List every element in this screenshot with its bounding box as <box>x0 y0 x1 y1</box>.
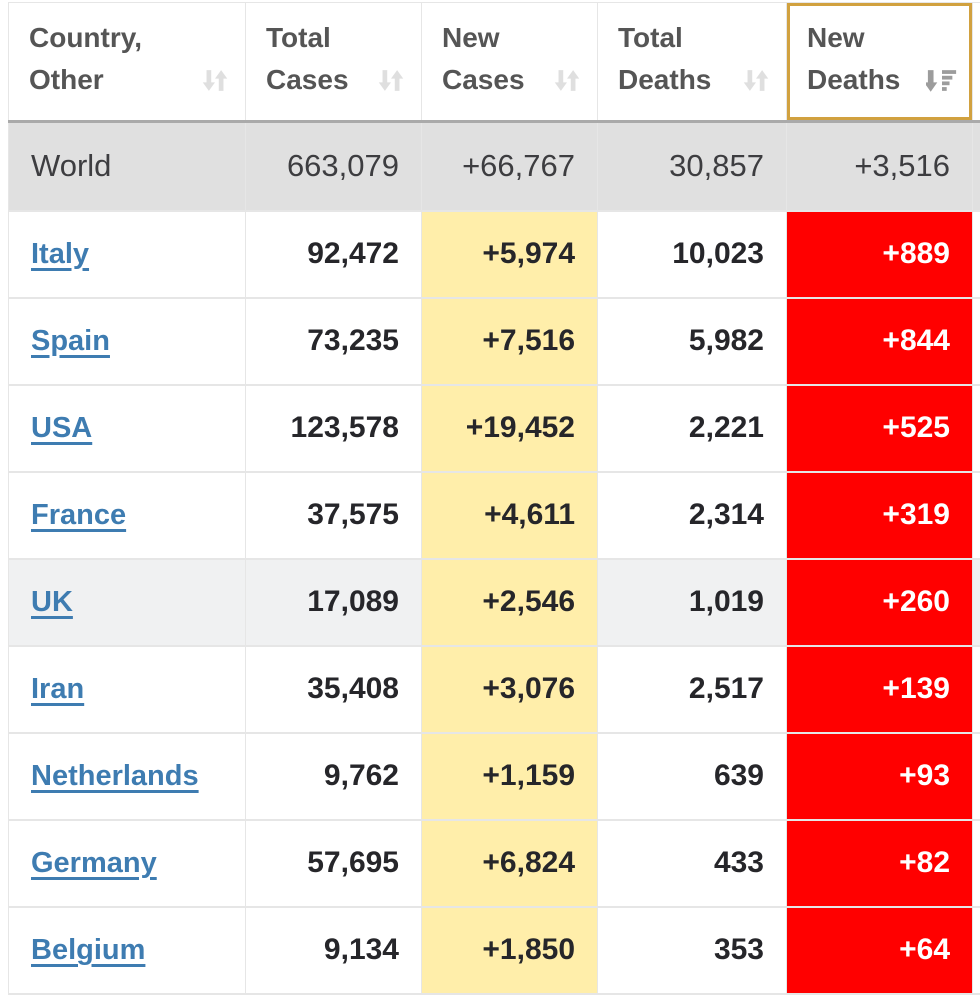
column-header-label: Total <box>266 17 407 59</box>
new-cases-cell: +3,076 <box>422 646 598 733</box>
total-deaths-cell: 30,857 <box>598 122 787 211</box>
total-deaths-cell: 5,982 <box>598 298 787 385</box>
clipped-cell <box>973 646 980 733</box>
total-deaths-cell: 2,517 <box>598 646 787 733</box>
table-row: Spain 73,235 +7,516 5,982 +844 <box>9 298 980 385</box>
sort-desc-icon <box>926 68 958 93</box>
clipped-cell <box>973 385 980 472</box>
new-cases-cell: +4,611 <box>422 472 598 559</box>
column-header-label: New <box>807 17 958 59</box>
new-deaths-cell: +889 <box>787 211 973 298</box>
table-row: Italy 92,472 +5,974 10,023 +889 <box>9 211 980 298</box>
new-deaths-cell: +3,516 <box>787 122 973 211</box>
new-cases-cell: +1,850 <box>422 907 598 994</box>
new-deaths-cell: +139 <box>787 646 973 733</box>
country-link[interactable]: Netherlands <box>31 760 199 792</box>
total-cases-cell: 663,079 <box>246 122 422 211</box>
column-header-clipped <box>973 3 980 122</box>
new-cases-cell: +2,546 <box>422 559 598 646</box>
table-row: Belgium 9,134 +1,850 353 +64 <box>9 907 980 994</box>
column-header-country[interactable]: Country, Other <box>9 3 246 122</box>
new-deaths-cell: +260 <box>787 559 973 646</box>
new-deaths-cell: +82 <box>787 820 973 907</box>
country-link[interactable]: UK <box>31 586 73 618</box>
total-cases-cell: 9,134 <box>246 907 422 994</box>
column-header-label: Cases <box>442 59 525 101</box>
total-deaths-cell: 2,221 <box>598 385 787 472</box>
column-header-label: Total <box>618 17 772 59</box>
sort-both-icon <box>199 68 231 93</box>
new-deaths-cell: +525 <box>787 385 973 472</box>
column-header-label: Deaths <box>807 59 900 101</box>
clipped-cell <box>973 733 980 820</box>
column-header-total-deaths[interactable]: Total Deaths <box>598 3 787 122</box>
new-deaths-cell: +64 <box>787 907 973 994</box>
new-cases-cell: +66,767 <box>422 122 598 211</box>
column-header-label: Deaths <box>618 59 711 101</box>
covid-stats-table: Country, Other Total Cases <box>8 2 980 995</box>
sort-both-icon <box>375 68 407 93</box>
sort-both-icon <box>740 68 772 93</box>
clipped-cell <box>973 211 980 298</box>
column-header-new-cases[interactable]: New Cases <box>422 3 598 122</box>
table-row-highlighted: UK 17,089 +2,546 1,019 +260 <box>9 559 980 646</box>
total-deaths-cell: 639 <box>598 733 787 820</box>
clipped-cell <box>973 472 980 559</box>
total-cases-cell: 92,472 <box>246 211 422 298</box>
column-header-total-cases[interactable]: Total Cases <box>246 3 422 122</box>
total-cases-cell: 35,408 <box>246 646 422 733</box>
new-cases-cell: +6,824 <box>422 820 598 907</box>
column-header-label: New <box>442 17 583 59</box>
clipped-cell <box>973 122 980 211</box>
new-cases-cell: +19,452 <box>422 385 598 472</box>
new-cases-cell: +1,159 <box>422 733 598 820</box>
total-cases-cell: 73,235 <box>246 298 422 385</box>
table-row: Netherlands 9,762 +1,159 639 +93 <box>9 733 980 820</box>
clipped-cell <box>973 298 980 385</box>
table-row: Germany 57,695 +6,824 433 +82 <box>9 820 980 907</box>
total-cases-cell: 37,575 <box>246 472 422 559</box>
world-row: World 663,079 +66,767 30,857 +3,516 <box>9 122 980 211</box>
new-deaths-cell: +319 <box>787 472 973 559</box>
total-deaths-cell: 1,019 <box>598 559 787 646</box>
country-link[interactable]: Belgium <box>31 934 145 966</box>
table-row: Iran 35,408 +3,076 2,517 +139 <box>9 646 980 733</box>
country-link[interactable]: Germany <box>31 847 157 879</box>
total-deaths-cell: 2,314 <box>598 472 787 559</box>
clipped-cell <box>973 907 980 994</box>
new-cases-cell: +7,516 <box>422 298 598 385</box>
new-cases-cell: +5,974 <box>422 211 598 298</box>
total-cases-cell: 9,762 <box>246 733 422 820</box>
table-row: USA 123,578 +19,452 2,221 +525 <box>9 385 980 472</box>
column-header-label: Country, <box>29 17 231 59</box>
total-cases-cell: 57,695 <box>246 820 422 907</box>
world-label: World <box>9 122 246 211</box>
country-link[interactable]: Iran <box>31 673 84 705</box>
total-deaths-cell: 433 <box>598 820 787 907</box>
country-link[interactable]: France <box>31 499 126 531</box>
total-cases-cell: 123,578 <box>246 385 422 472</box>
country-link[interactable]: Spain <box>31 325 110 357</box>
table-row: France 37,575 +4,611 2,314 +319 <box>9 472 980 559</box>
country-link[interactable]: Italy <box>31 238 89 270</box>
country-link[interactable]: USA <box>31 412 92 444</box>
clipped-cell <box>973 820 980 907</box>
column-header-new-deaths[interactable]: New Deaths <box>787 3 973 122</box>
column-header-label: Other <box>29 59 104 101</box>
sort-both-icon <box>551 68 583 93</box>
header-row: Country, Other Total Cases <box>9 3 980 122</box>
total-cases-cell: 17,089 <box>246 559 422 646</box>
total-deaths-cell: 10,023 <box>598 211 787 298</box>
total-deaths-cell: 353 <box>598 907 787 994</box>
column-header-label: Cases <box>266 59 349 101</box>
new-deaths-cell: +844 <box>787 298 973 385</box>
new-deaths-cell: +93 <box>787 733 973 820</box>
clipped-cell <box>973 559 980 646</box>
